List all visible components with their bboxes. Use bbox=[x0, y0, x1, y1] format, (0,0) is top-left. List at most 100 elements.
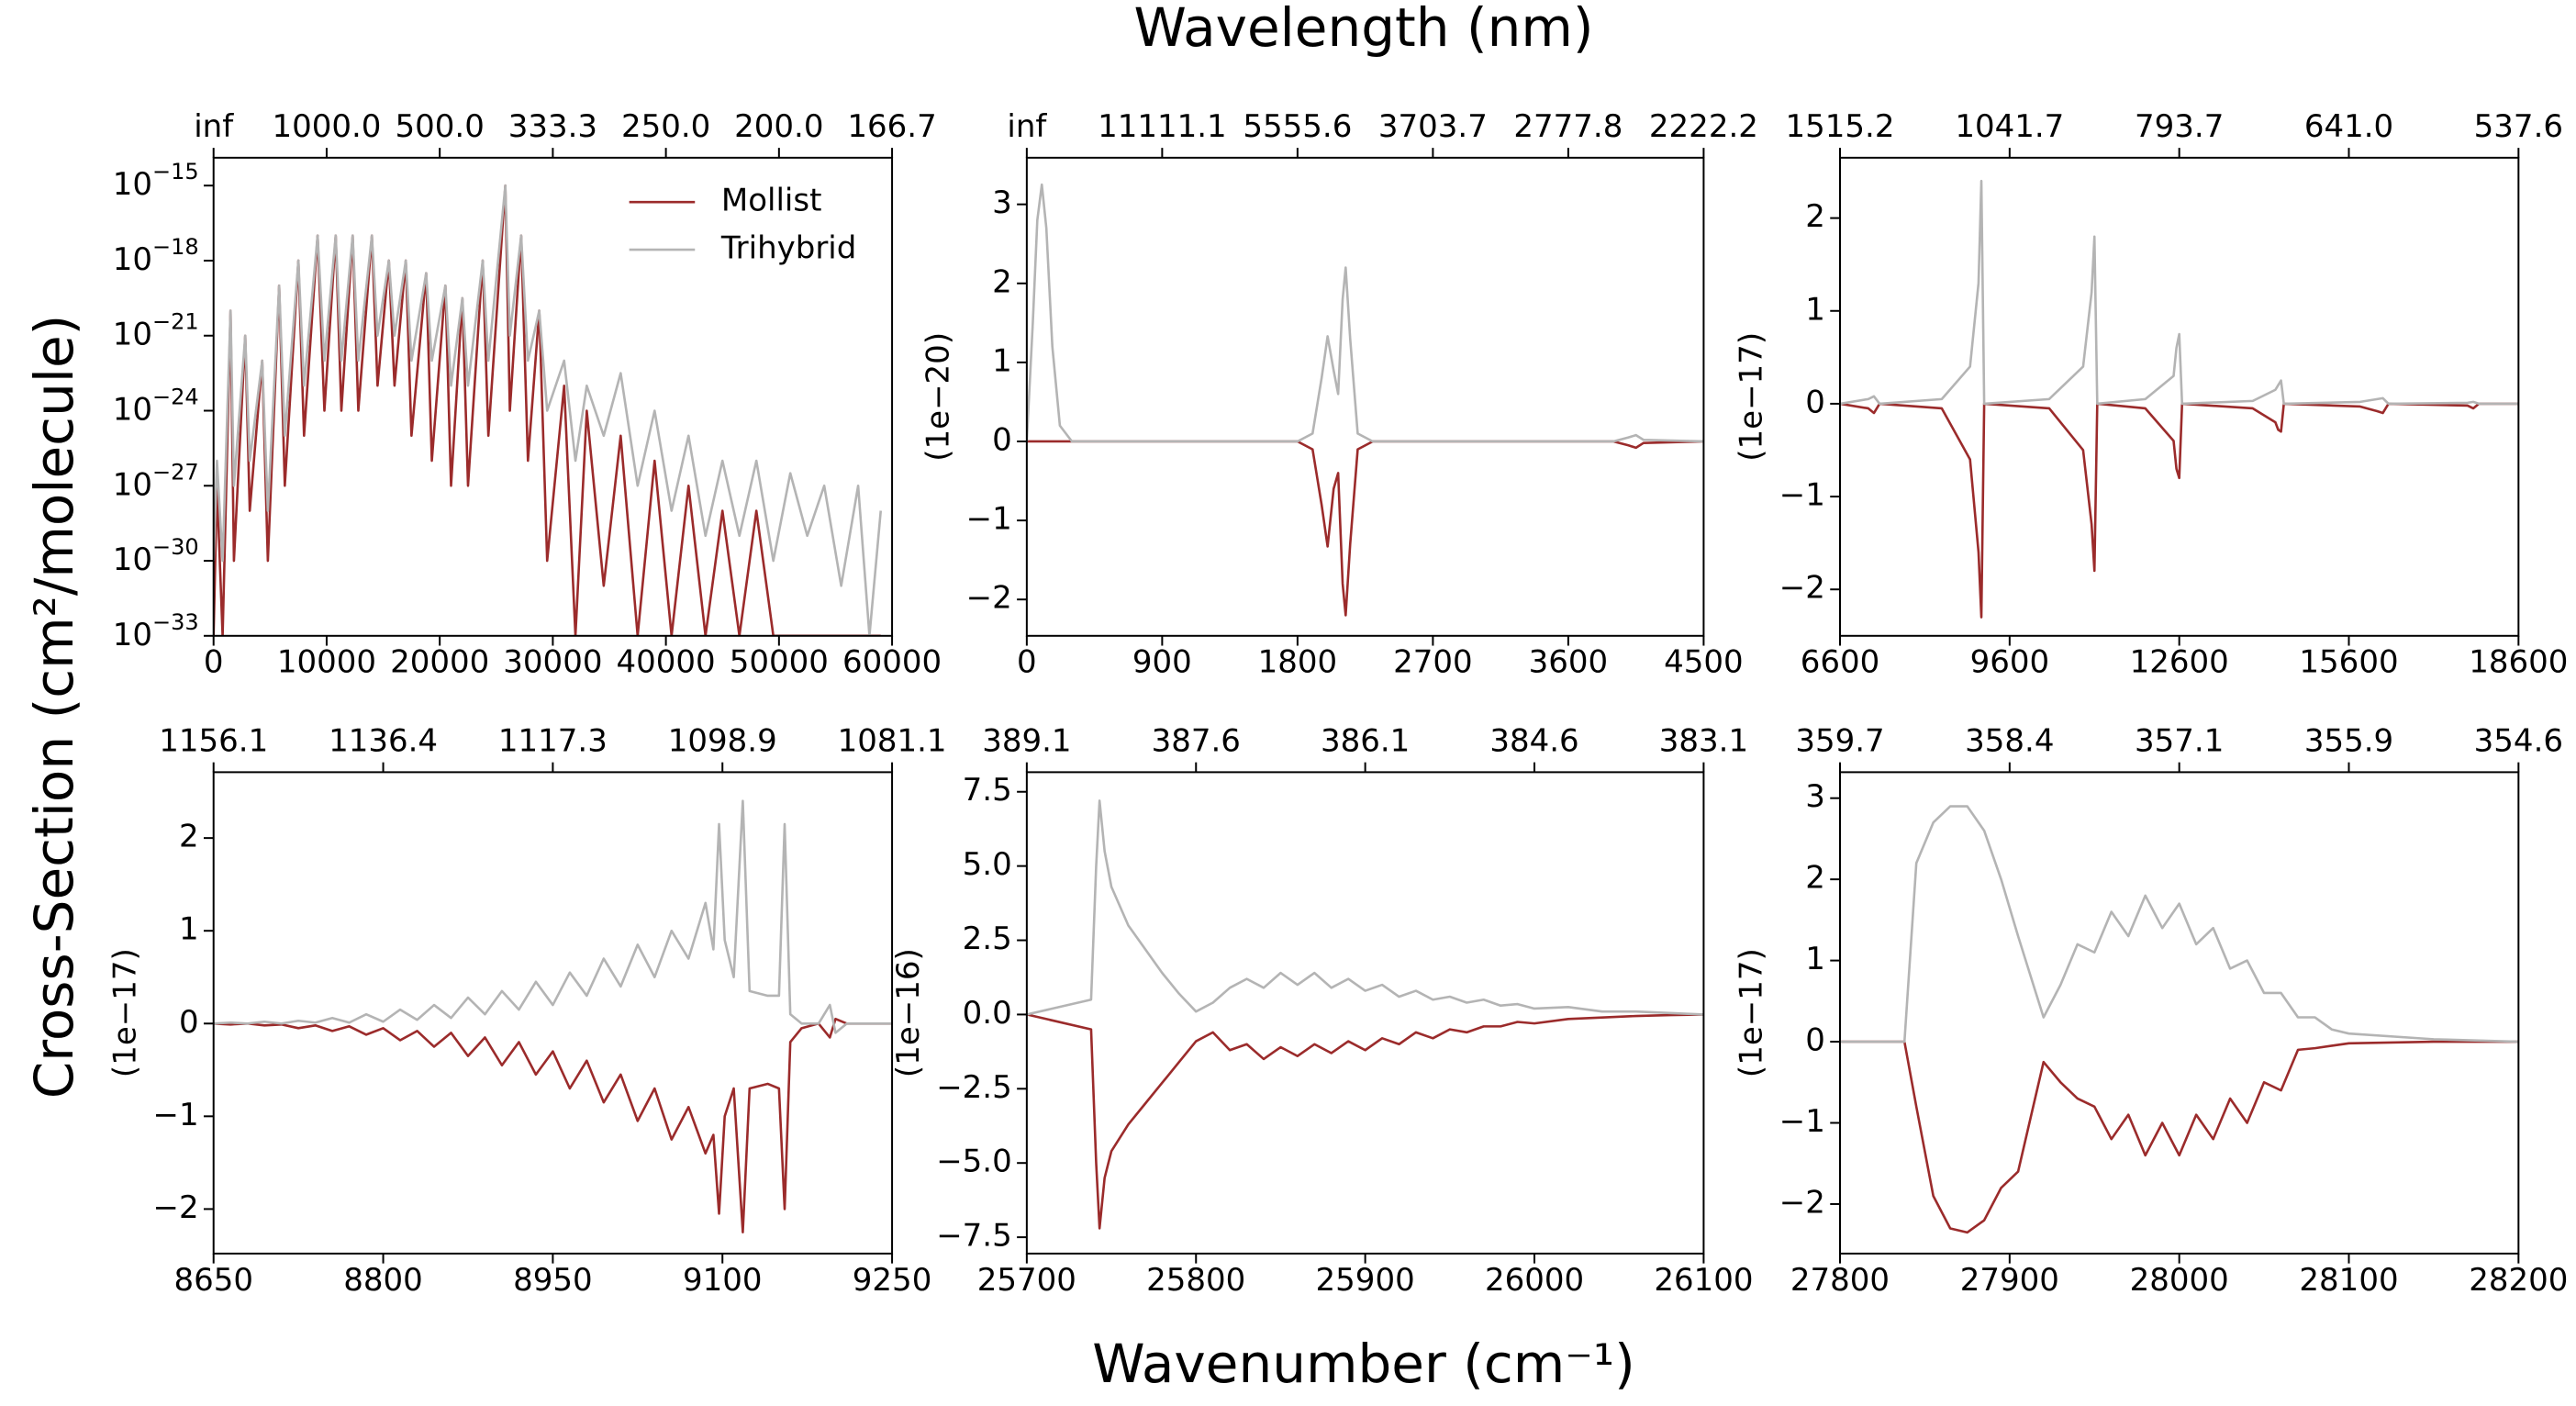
x-tick-label: 0 bbox=[1017, 644, 1037, 681]
y-tick-label: 10−18 bbox=[113, 234, 199, 278]
series-line bbox=[1840, 805, 2519, 1043]
plot-area bbox=[1840, 179, 2519, 619]
axes-frame bbox=[1839, 156, 2520, 637]
x-tick-label: 26100 bbox=[1654, 1262, 1753, 1299]
y-tick-label: 10−24 bbox=[113, 385, 199, 429]
x2-tick-label: 250.0 bbox=[621, 108, 710, 145]
y-tick-label: −2.5 bbox=[936, 1069, 1012, 1106]
plot-area bbox=[213, 184, 883, 636]
x2-tick-label: 387.6 bbox=[1152, 723, 1241, 760]
x-tick-label: 10000 bbox=[277, 644, 376, 681]
x-tick-label: 28100 bbox=[2299, 1262, 2398, 1299]
x-tick-label: 9100 bbox=[683, 1262, 763, 1299]
x2-tick-label: 384.6 bbox=[1489, 723, 1578, 760]
x-tick-label: 12600 bbox=[2130, 644, 2229, 681]
x2-tick-label: 537.6 bbox=[2474, 108, 2563, 145]
series-line bbox=[1840, 402, 2519, 619]
x2-tick-label: 2222.2 bbox=[1649, 108, 1758, 145]
x2-tick-label: inf bbox=[1007, 108, 1047, 145]
x2-tick-label: 500.0 bbox=[395, 108, 484, 145]
x2-tick-label: 383.1 bbox=[1659, 723, 1748, 760]
x-tick-label: 900 bbox=[1132, 644, 1192, 681]
series-line bbox=[1840, 1040, 2519, 1234]
axes-frame bbox=[1025, 771, 1705, 1255]
x-tick-label: 0 bbox=[204, 644, 224, 681]
x2-tick-label: 793.7 bbox=[2135, 108, 2224, 145]
y-tick-label: 7.5 bbox=[963, 772, 1012, 809]
x2-tick-label: 166.7 bbox=[847, 108, 936, 145]
x2-tick-label: 5555.6 bbox=[1243, 108, 1352, 145]
series-line bbox=[213, 799, 893, 1034]
x2-tick-label: 1117.3 bbox=[498, 723, 608, 760]
x-tick-label: 28200 bbox=[2469, 1262, 2568, 1299]
x2-tick-label: 3703.7 bbox=[1378, 108, 1488, 145]
x-tick-label: 25800 bbox=[1146, 1262, 1245, 1299]
x-tick-label: 9600 bbox=[1970, 644, 2050, 681]
y-tick-label: 2.5 bbox=[963, 921, 1012, 957]
y-tick-label: −5.0 bbox=[936, 1144, 1012, 1180]
x-tick-label: 27800 bbox=[1790, 1262, 1890, 1299]
x2-tick-label: 386.1 bbox=[1321, 723, 1410, 760]
y-tick-label: 0 bbox=[179, 1004, 199, 1041]
x-tick-label: 1800 bbox=[1258, 644, 1338, 681]
x-tick-label: 6600 bbox=[1801, 644, 1880, 681]
y-tick-label: 0.0 bbox=[963, 995, 1012, 1032]
x-tick-label: 25700 bbox=[977, 1262, 1076, 1299]
series-line bbox=[1026, 183, 1704, 443]
x2-tick-label: 11111.1 bbox=[1098, 108, 1227, 145]
series-line bbox=[213, 1017, 893, 1233]
y-tick-label: 2 bbox=[1805, 860, 1825, 897]
x2-tick-label: 1136.4 bbox=[329, 723, 438, 760]
x-tick-label: 50000 bbox=[730, 644, 829, 681]
y-tick-label: 5.0 bbox=[963, 846, 1012, 883]
axes-frame bbox=[1025, 156, 1705, 637]
x2-tick-label: 357.1 bbox=[2135, 723, 2224, 760]
figure-title: Wavelength (nm) bbox=[1133, 0, 1593, 59]
x-tick-label: 15600 bbox=[2299, 644, 2398, 681]
y-axis-title: Cross-Section (cm²/molecule) bbox=[23, 315, 85, 1099]
x2-tick-label: 354.6 bbox=[2474, 723, 2563, 760]
y-tick-label: 10−15 bbox=[113, 159, 199, 203]
y-offset-label: (1e−17) bbox=[106, 948, 143, 1077]
x2-tick-label: 359.7 bbox=[1795, 723, 1884, 760]
x-tick-label: 30000 bbox=[503, 644, 602, 681]
y-tick-label: 2 bbox=[992, 263, 1012, 300]
x2-tick-label: 358.4 bbox=[1965, 723, 2054, 760]
x-tick-label: 8800 bbox=[343, 1262, 423, 1299]
y-offset-label: (1e−20) bbox=[920, 332, 956, 462]
y-tick-label: 1 bbox=[992, 342, 1012, 379]
y-tick-label: 2 bbox=[1805, 198, 1825, 235]
y-tick-label: 1 bbox=[1805, 291, 1825, 328]
y-offset-label: (1e−16) bbox=[890, 948, 927, 1077]
y-tick-label: 10−27 bbox=[113, 459, 199, 503]
y-tick-label: 0 bbox=[1805, 384, 1825, 420]
series-line bbox=[213, 184, 883, 636]
legend-label: Trihybrid bbox=[720, 230, 856, 267]
plot-area bbox=[1026, 799, 1704, 1230]
plot-area bbox=[1840, 805, 2519, 1234]
x-tick-label: 8950 bbox=[513, 1262, 593, 1299]
y-tick-label: −1 bbox=[1779, 1103, 1825, 1140]
series-line bbox=[1026, 799, 1704, 1016]
y-tick-label: −7.5 bbox=[936, 1218, 1012, 1255]
y-tick-label: −2 bbox=[1779, 570, 1825, 607]
x-tick-label: 60000 bbox=[842, 644, 942, 681]
y-tick-label: 10−33 bbox=[113, 609, 199, 653]
series-line bbox=[213, 184, 881, 636]
y-tick-label: −1 bbox=[1779, 477, 1825, 514]
x2-tick-label: 1000.0 bbox=[272, 108, 381, 145]
x-tick-label: 40000 bbox=[617, 644, 716, 681]
x2-tick-label: inf bbox=[194, 108, 234, 145]
y-tick-label: 0 bbox=[1805, 1022, 1825, 1059]
plot-area bbox=[1026, 183, 1704, 617]
series-line bbox=[1840, 179, 2519, 406]
x-tick-label: 25900 bbox=[1316, 1262, 1415, 1299]
x-tick-label: 28000 bbox=[2130, 1262, 2229, 1299]
y-tick-label: −1 bbox=[152, 1097, 198, 1133]
y-tick-label: 3 bbox=[1805, 778, 1825, 815]
x2-tick-label: 641.0 bbox=[2304, 108, 2393, 145]
axes-frame bbox=[1839, 771, 2520, 1255]
y-tick-label: −1 bbox=[966, 501, 1012, 538]
